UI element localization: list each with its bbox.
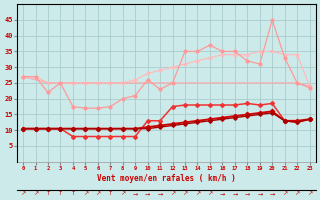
X-axis label: Vent moyen/en rafales ( km/h ): Vent moyen/en rafales ( km/h ) xyxy=(97,174,236,183)
